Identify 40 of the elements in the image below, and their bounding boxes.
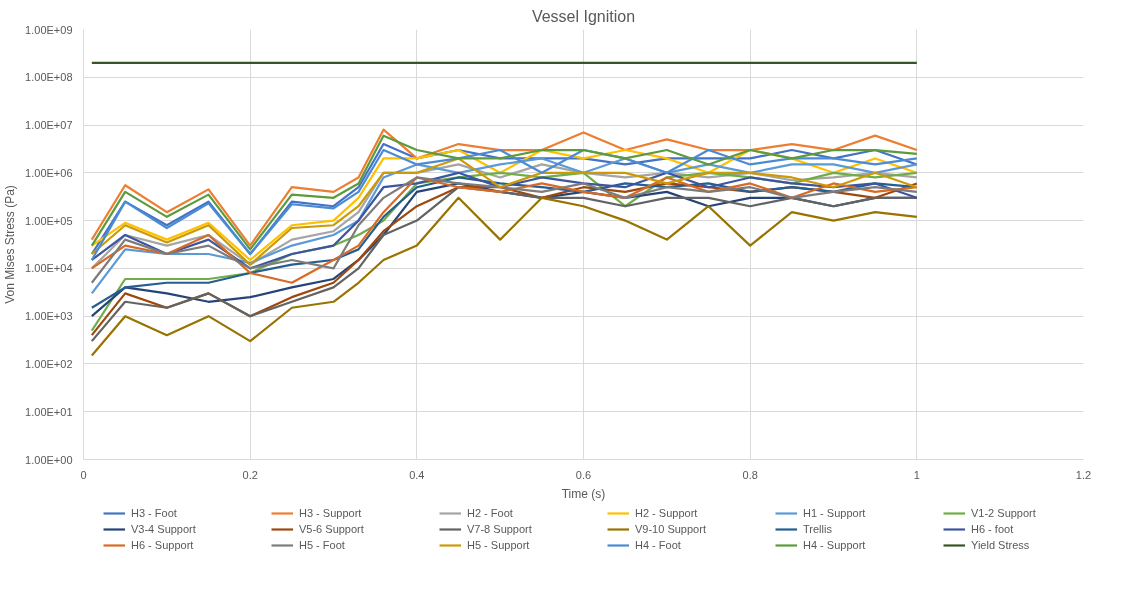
line-series <box>90 176 918 284</box>
legend-label: H3 - Foot <box>131 507 178 519</box>
legend-label: V9-10 Support <box>635 523 707 535</box>
line-series <box>90 157 918 295</box>
legend-label: V7-8 Support <box>467 523 533 535</box>
y-tick-label: 1.00E+07 <box>25 119 73 132</box>
y-tick-label: 1.00E+06 <box>25 166 73 179</box>
x-tick-label: 0.6 <box>575 468 592 481</box>
legend-label: H4 - Foot <box>635 539 682 551</box>
y-tick-label: 1.00E+03 <box>25 310 73 323</box>
legend-label: H2 - Foot <box>467 507 514 519</box>
x-tick-label: 1 <box>913 468 920 481</box>
y-tick-label: 1.00E+09 <box>25 23 73 36</box>
legend-label: V1-2 Support <box>971 507 1037 519</box>
legend-label: H3 - Support <box>299 507 363 519</box>
legend-label: H2 - Support <box>635 507 699 519</box>
x-tick-label: 0 <box>80 468 87 481</box>
x-tick-label: 0.8 <box>742 468 758 481</box>
chart-title: Vessel Ignition <box>531 7 636 25</box>
x-axis-title: Time (s) <box>561 486 606 501</box>
legend-label: H4 - Support <box>803 539 867 551</box>
y-tick-label: 1.00E+01 <box>25 405 73 418</box>
y-tick-label: 1.00E+08 <box>25 71 73 84</box>
y-tick-label: 1.00E+00 <box>25 453 73 466</box>
legend-label: H5 - Support <box>467 539 531 551</box>
x-tick-label: 0.2 <box>242 468 258 481</box>
legend-label: H6 - foot <box>971 523 1015 535</box>
legend-label: V3-4 Support <box>131 523 197 535</box>
legend-label: Yield Stress <box>971 539 1031 551</box>
legend-label: Trellis <box>803 523 833 535</box>
legend-label: H5 - Foot <box>299 539 346 551</box>
y-axis-title: Von Mises Stress (Pa) <box>3 185 18 304</box>
legend-label: H1 - Support <box>803 507 867 519</box>
legend-label: H6 - Support <box>131 539 195 551</box>
x-tick-label: 1.2 <box>1075 468 1092 481</box>
x-tick-label: 0.4 <box>409 468 425 481</box>
y-tick-label: 1.00E+02 <box>25 357 73 370</box>
y-tick-label: 1.00E+05 <box>25 214 73 227</box>
y-tick-label: 1.00E+04 <box>25 262 73 275</box>
legend-label: V5-6 Support <box>299 523 365 535</box>
